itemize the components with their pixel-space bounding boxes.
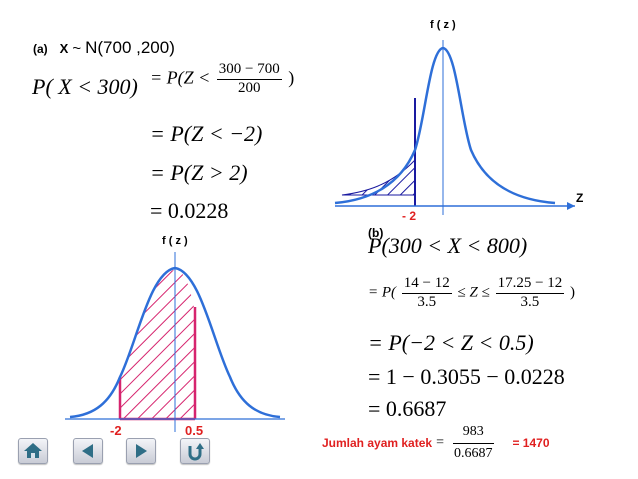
result-num: 983 xyxy=(452,424,494,444)
back-arrow-icon xyxy=(82,444,93,458)
part-b-line4: = 0.6687 xyxy=(368,396,447,421)
part-b-line1: = P( 14 − 12 3.5 ≤ Z ≤ 17.25 − 12 3.5 ) xyxy=(368,275,576,311)
part-a-line1-suffix: ) xyxy=(288,67,295,88)
part-a-fraction: 300 − 700 200 xyxy=(216,61,282,97)
part-a-line1: = P(Z < 300 − 700 200 ) xyxy=(150,61,295,97)
graph-a-x-label: Z xyxy=(576,191,583,205)
graph-b: f ( z ) -2 0.5 xyxy=(65,235,285,438)
part-b-middle: ≤ Z ≤ xyxy=(457,284,490,301)
result-den: 0.6687 xyxy=(453,445,493,461)
forward-arrow-icon xyxy=(136,444,147,458)
part-b-label: (b) xyxy=(368,226,384,240)
part-a-line2: = P(Z < −2) xyxy=(150,121,263,146)
graph-a-y-label: f ( z ) xyxy=(430,19,456,31)
graph-a-x-arrow xyxy=(567,202,575,210)
part-b-lhs: P(300 < X < 800) xyxy=(368,233,528,258)
part-b-line1-suffix: ) xyxy=(570,284,576,301)
back-button[interactable] xyxy=(73,438,103,464)
graph-a-mark-label: - 2 xyxy=(402,209,416,220)
result-label: Jumlah ayam katek xyxy=(322,436,433,451)
part-a-line4: = 0.0228 xyxy=(150,198,229,223)
dist-tilde: ~ xyxy=(72,40,82,57)
part-b-line2: = P(−2 < Z < 0.5) xyxy=(368,330,534,355)
part-a-header: (a) X ~ N(700 ,200) xyxy=(33,38,175,58)
part-b-line1-prefix: = P( xyxy=(368,284,397,301)
part-a-lhs: P( X < 300) xyxy=(32,74,138,99)
part-b-line3: = 1 − 0.3055 − 0.0228 xyxy=(368,364,565,389)
part-a-frac-den: 200 xyxy=(238,79,261,96)
result-fraction: 983 0.6687 xyxy=(450,424,497,461)
part-a-label: (a) xyxy=(33,42,48,56)
part-b-frac2-den: 3.5 xyxy=(520,293,540,310)
part-b-frac2: 17.25 − 12 3.5 xyxy=(495,275,565,311)
part-b-frac2-num: 17.25 − 12 xyxy=(495,275,565,294)
return-button[interactable] xyxy=(180,438,210,464)
result-answer: = 1470 xyxy=(512,436,550,451)
dist-params: N(700 ,200) xyxy=(85,38,175,57)
part-b-frac1: 14 − 12 3.5 xyxy=(401,275,452,311)
part-a-line3: = P(Z > 2) xyxy=(150,160,248,185)
part-b-frac1-num: 14 − 12 xyxy=(401,275,452,294)
part-b-frac1-den: 3.5 xyxy=(417,293,437,310)
graph-b-right-mark: 0.5 xyxy=(185,423,203,438)
graph-a-curve xyxy=(334,46,556,205)
forward-button[interactable] xyxy=(126,438,156,464)
dist-variable: X xyxy=(59,41,69,56)
graph-b-shaded-region xyxy=(120,270,195,419)
part-a-frac-num: 300 − 700 xyxy=(216,61,282,80)
graph-b-curve xyxy=(69,266,281,419)
part-a-line1-prefix: = P(Z < xyxy=(150,67,211,88)
graph-b-y-label: f ( z ) xyxy=(162,235,188,247)
graph-a: f ( z ) Z - 2 xyxy=(334,19,583,220)
result-eq: = xyxy=(436,435,444,451)
graph-b-left-mark: -2 xyxy=(110,423,122,438)
home-button[interactable] xyxy=(18,438,48,464)
home-icon xyxy=(24,443,42,458)
result-line: Jumlah ayam katek = 983 0.6687 = 1470 xyxy=(322,424,550,461)
return-icon xyxy=(188,443,204,461)
